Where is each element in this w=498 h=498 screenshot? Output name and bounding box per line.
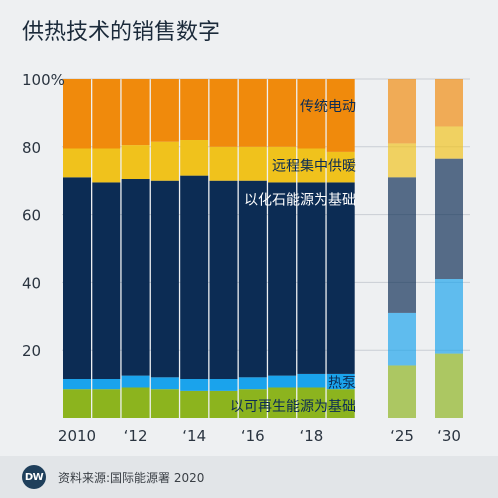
bar-segment-2012-热泵 xyxy=(121,375,150,388)
bar-segment-2017-化石 xyxy=(268,182,297,376)
bar-segment-2012-集中 xyxy=(121,145,150,180)
bar-segment-2012-化石 xyxy=(121,179,150,376)
y-tick-labels: 20 40 60 80 100% xyxy=(22,71,65,360)
bar-segment-2019-电力 xyxy=(326,79,355,152)
y-tick-label: 40 xyxy=(22,274,41,292)
bar-segment-2019-集中 xyxy=(326,151,355,183)
bar-segment-2014-可再 xyxy=(180,390,209,418)
bar-segment-2025-热泵 xyxy=(388,312,416,366)
series-label-化石: 以化石能源为基础 xyxy=(244,191,356,208)
bar-segment-2016-集中 xyxy=(238,146,267,181)
bar-segment-2017-集中 xyxy=(268,146,297,183)
bar-segment-2015-可再 xyxy=(209,390,238,418)
bar-segment-2025-电力 xyxy=(388,79,416,144)
bar-segment-2013-化石 xyxy=(150,180,179,378)
bar-segment-2018-集中 xyxy=(297,148,326,183)
dw-logo: DW xyxy=(22,465,46,489)
bar-segment-2018-热泵 xyxy=(297,373,326,388)
bar-segment-2030-化石 xyxy=(435,158,463,280)
source-note: 资料来源:国际能源署 2020 xyxy=(58,471,205,485)
bar-segment-2011-电力 xyxy=(92,79,121,149)
bar-segment-2011-可再 xyxy=(92,389,121,418)
bar-segment-2017-热泵 xyxy=(268,375,297,388)
bar-segment-2014-化石 xyxy=(180,175,209,380)
series-labels: 以可再生能源为基础 热泵 以化石能源为基础 远程集中供暖 传统电动 xyxy=(230,99,356,415)
bar-segment-2016-可再 xyxy=(238,389,267,418)
x-tick-label: ‘25 xyxy=(390,427,414,445)
x-tick-label: ‘18 xyxy=(299,427,323,445)
bar-segment-2010-可再 xyxy=(63,389,91,418)
bar-segment-2012-电力 xyxy=(121,79,150,146)
bar-segment-2012-可再 xyxy=(121,387,150,418)
bar-segment-2010-化石 xyxy=(63,177,91,380)
bar-segment-2018-电力 xyxy=(297,79,326,149)
bar-segment-2025-化石 xyxy=(388,177,416,313)
bar-segment-2019-可再 xyxy=(326,389,355,418)
bar-segment-2030-热泵 xyxy=(435,279,463,354)
x-tick-label: ‘16 xyxy=(241,427,265,445)
bar-segment-2018-可再 xyxy=(297,387,326,418)
bar-segment-2017-可再 xyxy=(268,387,297,418)
y-tick-label: 100% xyxy=(22,71,65,89)
bar-segment-2017-电力 xyxy=(268,79,297,147)
bar-segment-2010-集中 xyxy=(63,148,91,178)
bar-segment-2014-热泵 xyxy=(180,379,209,391)
bar-segment-2015-化石 xyxy=(209,180,238,380)
bar-segment-2010-热泵 xyxy=(63,379,91,390)
x-tick-label: ‘12 xyxy=(124,427,148,445)
bar-segment-2013-集中 xyxy=(150,141,179,181)
series-label-可再: 以可再生能源为基础 xyxy=(230,398,356,415)
bars xyxy=(63,79,463,418)
series-label-集中: 远程集中供暖 xyxy=(272,157,356,174)
bar-segment-2018-化石 xyxy=(297,182,326,374)
bar-segment-2015-集中 xyxy=(209,146,238,181)
footer: DW 资料来源:国际能源署 2020 xyxy=(0,456,498,498)
bar-segment-2015-热泵 xyxy=(209,379,238,391)
bar-segment-2014-集中 xyxy=(180,140,209,176)
bar-segment-2025-可再 xyxy=(388,365,416,418)
bar-segment-2030-可再 xyxy=(435,353,463,418)
series-label-热泵: 热泵 xyxy=(328,375,356,391)
bar-segment-2030-集中 xyxy=(435,126,463,159)
stacked-bar-chart: 20 40 60 80 100% 2010 ‘12 ‘14 ‘16 ‘18 ‘25 ‘30 以可再生… xyxy=(22,71,470,445)
chart-title: 供热技术的销售数字 xyxy=(22,20,221,45)
bar-segment-2011-集中 xyxy=(92,148,121,183)
bar-segment-2013-电力 xyxy=(150,79,179,142)
bar-segment-2014-电力 xyxy=(180,79,209,141)
bar-segment-2013-可再 xyxy=(150,389,179,418)
x-tick-label: ‘14 xyxy=(182,427,206,445)
y-tick-label: 80 xyxy=(22,139,41,157)
bar-segment-2011-化石 xyxy=(92,182,121,380)
bar-segment-2016-电力 xyxy=(238,79,267,147)
bar-segment-2016-热泵 xyxy=(238,377,267,390)
bar-segment-2013-热泵 xyxy=(150,377,179,390)
x-tick-label: ‘30 xyxy=(437,427,461,445)
bar-segment-2019-热泵 xyxy=(326,373,355,390)
bar-segment-2016-化石 xyxy=(238,180,267,378)
bar-segment-2011-热泵 xyxy=(92,379,121,390)
bar-segment-2019-化石 xyxy=(326,182,355,374)
bar-segment-2025-集中 xyxy=(388,143,416,178)
x-tick-labels: 2010 ‘12 ‘14 ‘16 ‘18 ‘25 ‘30 xyxy=(58,427,461,445)
series-label-电力: 传统电动 xyxy=(300,99,356,115)
y-tick-label: 60 xyxy=(22,207,41,225)
bar-segment-2010-电力 xyxy=(63,79,91,149)
bar-segment-2015-电力 xyxy=(209,79,238,147)
y-tick-label: 20 xyxy=(22,342,41,360)
x-tick-label: 2010 xyxy=(58,427,96,445)
bar-segment-2030-电力 xyxy=(435,79,463,127)
